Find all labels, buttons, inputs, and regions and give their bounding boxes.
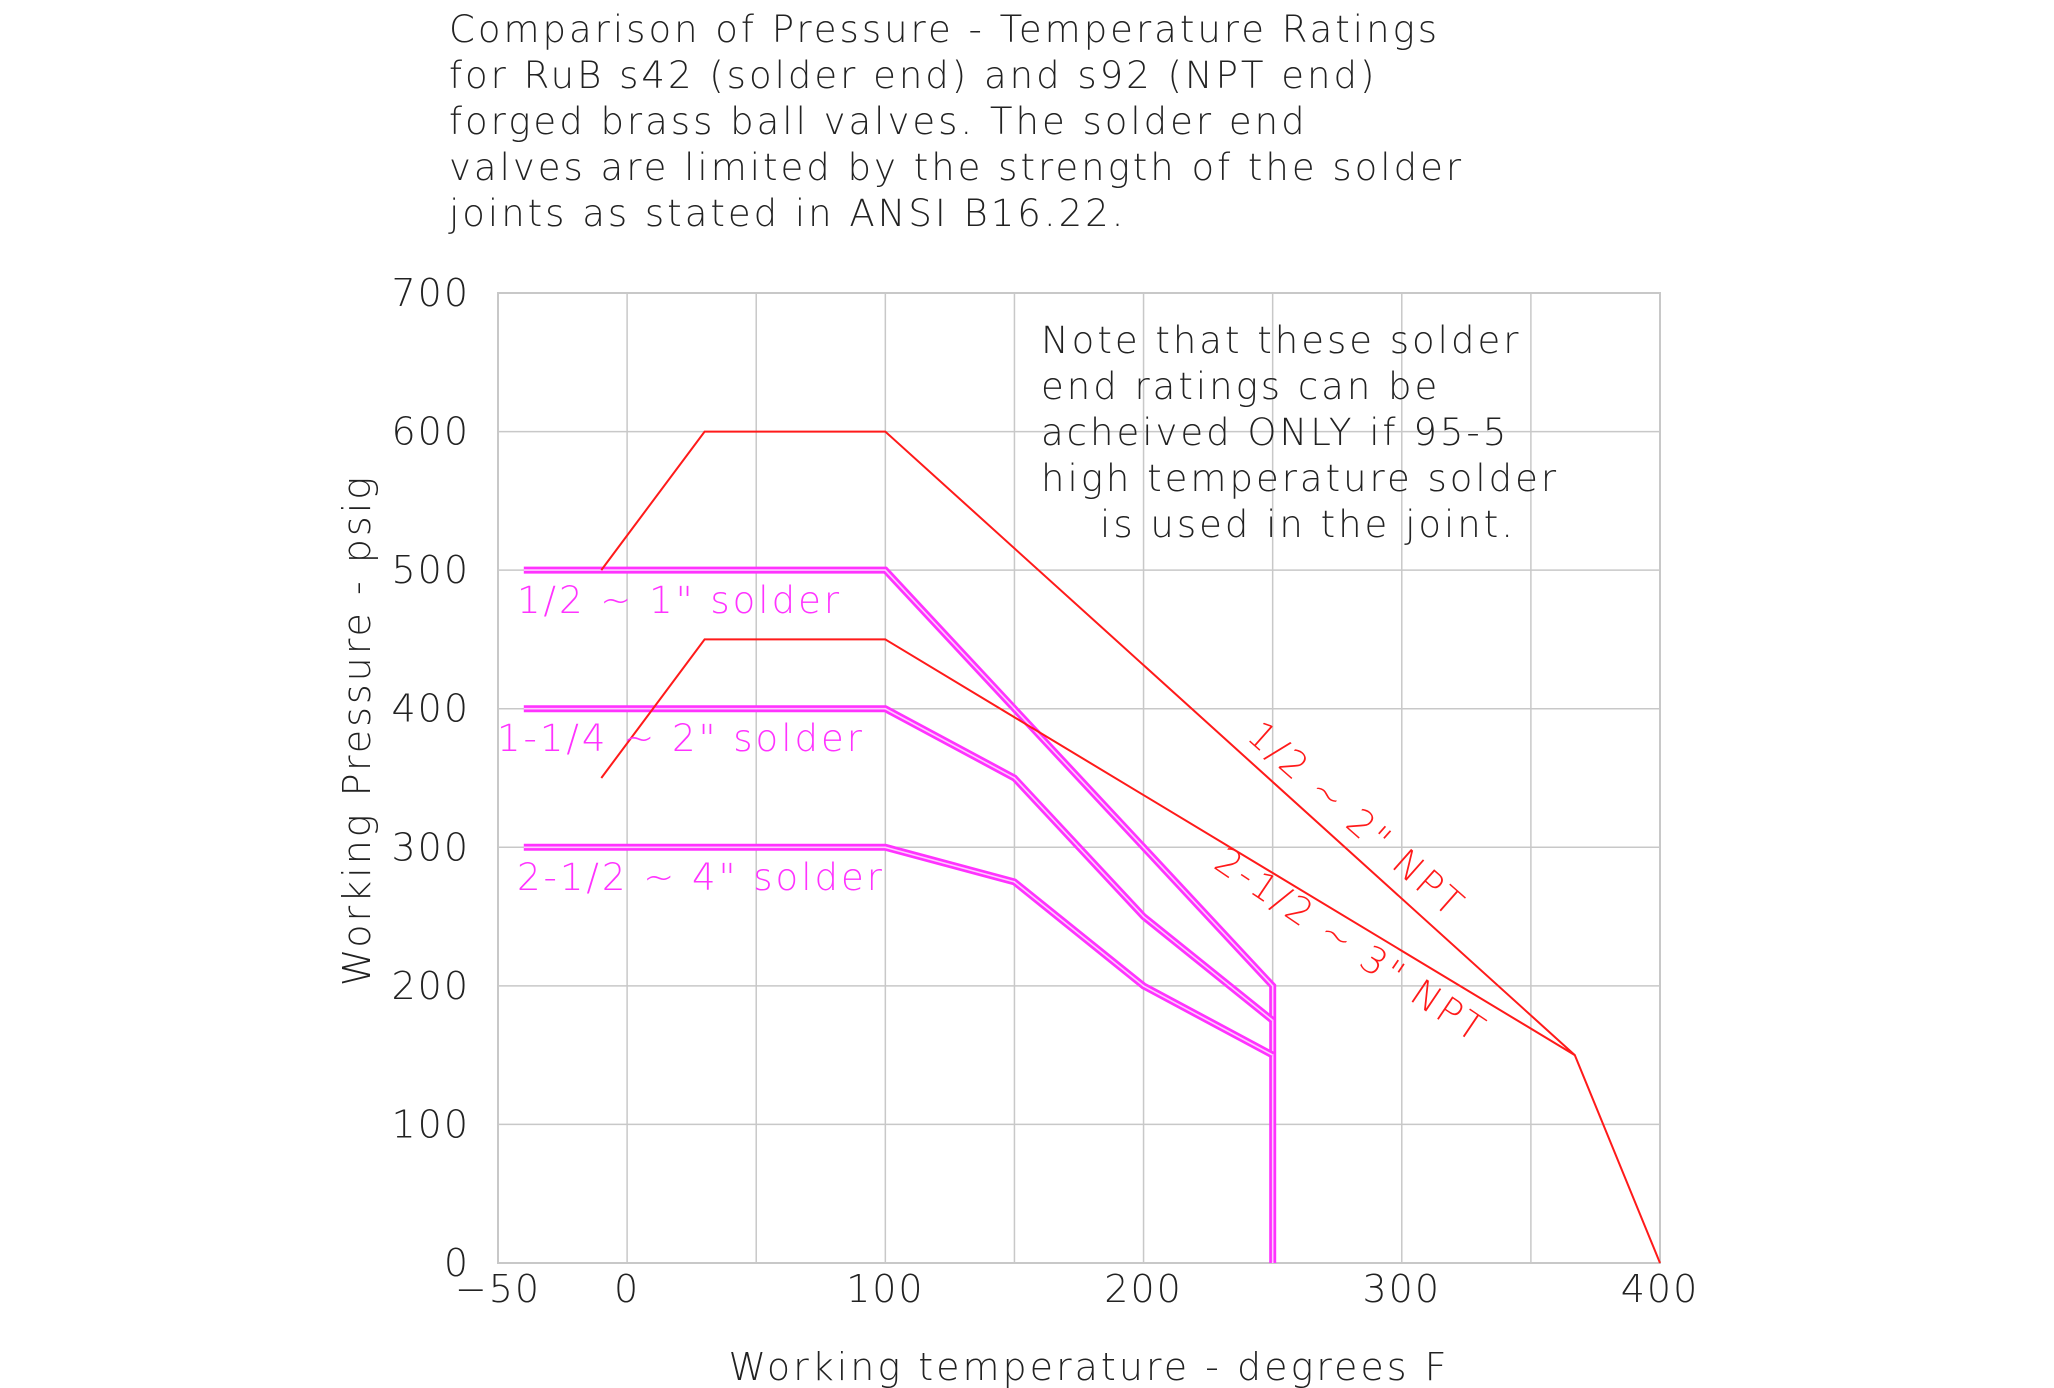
x-tick-label: 300 <box>1363 1267 1442 1311</box>
y-tick-label: 700 <box>391 271 470 315</box>
x-axis-tick-labels: −50 0 100 200 300 400 <box>455 1267 1700 1311</box>
title-line-5: joints as stated in ANSI B16.22. <box>448 192 1126 235</box>
npt-series-line-3 <box>600 430 1661 1264</box>
solder-series-highlight-1 <box>523 707 1274 1022</box>
series-lines <box>523 430 1661 1264</box>
y-tick-label: 600 <box>391 410 470 454</box>
x-tick-label: 400 <box>1621 1267 1700 1311</box>
npt-series-line-4 <box>600 638 1576 1056</box>
x-axis-title: Working temperature - degrees F <box>728 1345 1449 1388</box>
note-line-5: is used in the joint. <box>1041 503 1516 546</box>
series-label-two-half-to-four-solder: 2-1/2 ~ 4" solder <box>517 856 885 899</box>
solder-note: Note that these solder end ratings can b… <box>1041 319 1559 546</box>
series-labels: 1/2 ~ 1" solder 1-1/4 ~ 2" solder 2-1/2 … <box>497 579 1495 1052</box>
y-tick-label: 200 <box>391 964 470 1008</box>
title-line-4: valves are limited by the strength of th… <box>449 146 1464 189</box>
x-tick-label: 200 <box>1104 1267 1183 1311</box>
note-line-2: end ratings can be <box>1041 365 1440 408</box>
note-line-3: acheived ONLY if 95-5 <box>1041 411 1509 454</box>
note-line-1: Note that these solder <box>1041 319 1521 362</box>
y-axis-tick-labels: 0 100 200 300 400 500 600 700 <box>391 271 470 1285</box>
y-tick-label: 400 <box>391 687 470 731</box>
title-line-1: Comparison of Pressure - Temperature Rat… <box>449 8 1440 51</box>
title-line-2: for RuB s42 (solder end) and s92 (NPT en… <box>449 54 1377 97</box>
y-axis-title: Working Pressure - psig <box>335 474 379 986</box>
solder-series-line-0 <box>523 566 1277 1263</box>
solder-series-highlight-2 <box>523 846 1274 1056</box>
y-tick-label: 100 <box>391 1102 470 1146</box>
solder-series-highlight-0 <box>523 569 1274 1263</box>
x-tick-label: 0 <box>614 1267 640 1311</box>
note-line-4: high temperature solder <box>1041 457 1559 500</box>
x-tick-label: −50 <box>455 1267 541 1311</box>
series-label-one-quarter-to-two-solder: 1-1/4 ~ 2" solder <box>497 717 865 760</box>
plot-area-frame <box>497 292 1661 1264</box>
y-tick-label: 500 <box>391 548 470 592</box>
y-tick-label: 300 <box>391 825 470 869</box>
series-label-half-to-one-solder: 1/2 ~ 1" solder <box>517 579 842 622</box>
chart-title: Comparison of Pressure - Temperature Rat… <box>448 8 1464 235</box>
y-tick-label: 0 <box>444 1241 470 1285</box>
x-tick-label: 100 <box>846 1267 925 1311</box>
title-line-3: forged brass ball valves. The solder end <box>449 100 1308 143</box>
series-label-two-half-to-three-npt: 2-1/2 ~ 3" NPT <box>1207 839 1495 1052</box>
